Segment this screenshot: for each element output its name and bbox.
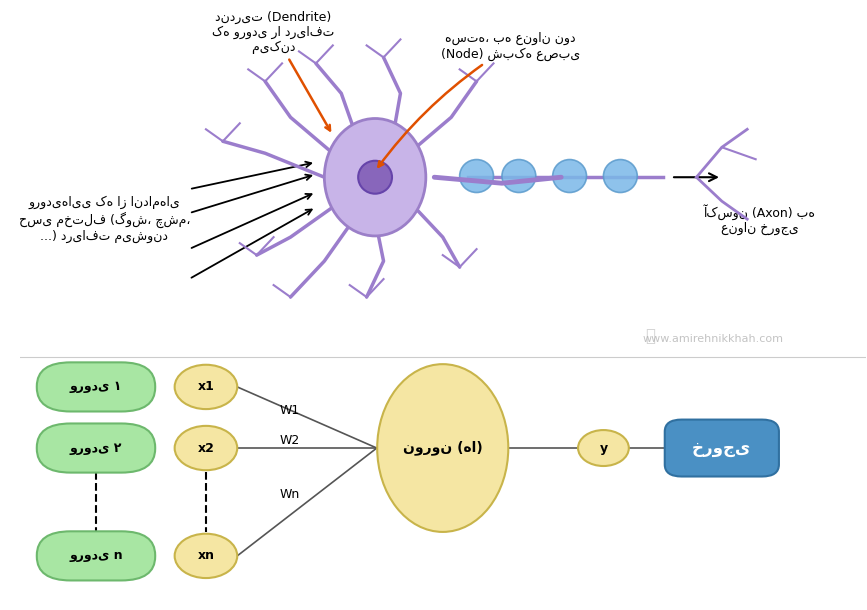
Circle shape	[174, 426, 238, 470]
Text: Wn: Wn	[280, 488, 300, 501]
Text: W2: W2	[280, 434, 300, 447]
FancyBboxPatch shape	[36, 531, 155, 581]
Circle shape	[174, 534, 238, 578]
Text: خروجی: خروجی	[692, 439, 752, 457]
Text: x2: x2	[198, 442, 214, 454]
Ellipse shape	[603, 160, 637, 193]
FancyBboxPatch shape	[36, 423, 155, 473]
FancyBboxPatch shape	[665, 420, 779, 476]
Text: ورودی ۱: ورودی ۱	[70, 381, 122, 393]
Text: ورودی ۲: ورودی ۲	[70, 442, 122, 454]
Circle shape	[578, 430, 629, 466]
Ellipse shape	[552, 160, 586, 193]
Text: W1: W1	[280, 404, 300, 417]
Circle shape	[174, 365, 238, 409]
Ellipse shape	[502, 160, 536, 193]
Text: آکسون (Axon) به
عنوان خروجی: آکسون (Axon) به عنوان خروجی	[704, 204, 816, 235]
Text: نورون (ها): نورون (ها)	[403, 440, 483, 456]
Text: ورودی n: ورودی n	[69, 550, 123, 562]
Ellipse shape	[460, 160, 493, 193]
Text: xn: xn	[198, 550, 214, 562]
Text: y: y	[599, 442, 608, 454]
Text: ورودی‌هایی که از اندام‌های
حسی مختلف (گوش، چشم،
...) دریافت می‌شوند: ورودی‌هایی که از اندام‌های حسی مختلف (گو…	[19, 196, 190, 243]
Text: هسته، به عنوان نود
(Node) شبکه عصبی: هسته، به عنوان نود (Node) شبکه عصبی	[378, 32, 580, 167]
FancyBboxPatch shape	[36, 362, 155, 412]
Text: x1: x1	[198, 381, 214, 393]
Ellipse shape	[324, 118, 426, 236]
Text: دندریت (Dendrite)
که ورودی را دریافت
می‌کند: دندریت (Dendrite) که ورودی را دریافت می‌…	[212, 10, 335, 131]
Text: www.amirehnikkhah.com: www.amirehnikkhah.com	[642, 334, 784, 344]
Ellipse shape	[377, 364, 508, 532]
Text: 🏔: 🏔	[645, 327, 655, 345]
Ellipse shape	[358, 161, 392, 194]
